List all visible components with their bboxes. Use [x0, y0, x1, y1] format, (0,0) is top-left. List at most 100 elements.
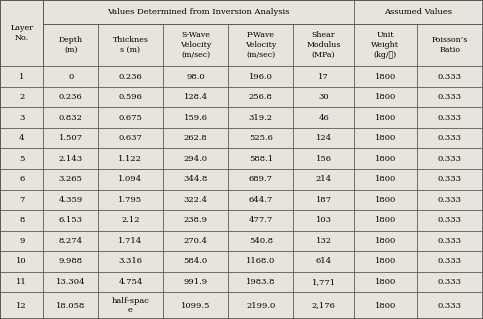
Bar — [416, 148, 483, 169]
Bar — [293, 24, 354, 66]
Bar — [416, 251, 483, 271]
Bar — [228, 169, 293, 189]
Bar — [0, 0, 43, 66]
Text: 1.714: 1.714 — [118, 237, 142, 245]
Bar — [43, 0, 354, 24]
Text: 1: 1 — [19, 73, 25, 81]
Text: 7: 7 — [19, 196, 25, 204]
Bar — [416, 292, 483, 319]
Bar — [293, 231, 354, 251]
Text: P-Wave
Velocity
(m/sec): P-Wave Velocity (m/sec) — [245, 31, 276, 59]
Bar — [354, 108, 416, 128]
Text: 1.094: 1.094 — [118, 175, 142, 183]
Text: 12: 12 — [16, 301, 27, 309]
Text: 2.12: 2.12 — [121, 216, 140, 224]
Bar — [228, 231, 293, 251]
Bar — [354, 210, 416, 231]
Bar — [228, 24, 293, 66]
Text: S-Wave
Velocity
(m/sec): S-Wave Velocity (m/sec) — [180, 31, 211, 59]
Text: 11: 11 — [16, 278, 27, 286]
Text: 1800: 1800 — [375, 73, 396, 81]
Bar — [98, 292, 163, 319]
Text: 0.333: 0.333 — [438, 237, 462, 245]
Bar — [0, 271, 43, 292]
Bar — [0, 87, 43, 108]
Bar — [43, 108, 98, 128]
Text: 0: 0 — [68, 73, 73, 81]
Text: 159.6: 159.6 — [184, 114, 208, 122]
Bar — [163, 24, 228, 66]
Bar — [293, 251, 354, 271]
Bar — [163, 169, 228, 189]
Text: 0.832: 0.832 — [59, 114, 83, 122]
Bar — [0, 251, 43, 271]
Text: 1800: 1800 — [375, 301, 396, 309]
Bar — [228, 210, 293, 231]
Bar — [354, 271, 416, 292]
Text: 128.4: 128.4 — [184, 93, 208, 101]
Text: 1099.5: 1099.5 — [181, 301, 210, 309]
Bar — [0, 108, 43, 128]
Text: 1,771: 1,771 — [312, 278, 336, 286]
Bar — [354, 0, 483, 24]
Bar — [43, 148, 98, 169]
Text: 1800: 1800 — [375, 134, 396, 142]
Bar — [293, 271, 354, 292]
Bar — [416, 271, 483, 292]
Bar — [98, 210, 163, 231]
Text: 0.333: 0.333 — [438, 155, 462, 163]
Text: 2199.0: 2199.0 — [246, 301, 275, 309]
Bar — [98, 87, 163, 108]
Text: 991.9: 991.9 — [184, 278, 208, 286]
Bar — [163, 128, 228, 148]
Text: 1800: 1800 — [375, 237, 396, 245]
Bar — [43, 251, 98, 271]
Text: 1800: 1800 — [375, 175, 396, 183]
Text: 322.4: 322.4 — [184, 196, 208, 204]
Bar — [293, 148, 354, 169]
Text: 46: 46 — [318, 114, 329, 122]
Bar — [98, 169, 163, 189]
Bar — [416, 189, 483, 210]
Text: 18.058: 18.058 — [56, 301, 85, 309]
Text: Unit
Weight
(kg/㎡): Unit Weight (kg/㎡) — [371, 31, 399, 59]
Text: 0.333: 0.333 — [438, 278, 462, 286]
Bar — [416, 66, 483, 87]
Bar — [354, 189, 416, 210]
Text: 13.304: 13.304 — [56, 278, 85, 286]
Text: 319.2: 319.2 — [249, 114, 273, 122]
Text: 0.596: 0.596 — [118, 93, 142, 101]
Text: 3.265: 3.265 — [59, 175, 83, 183]
Text: 8: 8 — [19, 216, 25, 224]
Bar — [354, 251, 416, 271]
Bar — [293, 189, 354, 210]
Text: 0.637: 0.637 — [118, 134, 142, 142]
Text: 262.8: 262.8 — [184, 134, 208, 142]
Text: 0.333: 0.333 — [438, 257, 462, 265]
Text: 270.4: 270.4 — [184, 237, 208, 245]
Bar — [43, 231, 98, 251]
Bar — [163, 231, 228, 251]
Text: 1.795: 1.795 — [118, 196, 142, 204]
Text: 156: 156 — [315, 155, 332, 163]
Bar — [163, 148, 228, 169]
Text: 1800: 1800 — [375, 114, 396, 122]
Bar — [163, 66, 228, 87]
Text: 0.236: 0.236 — [59, 93, 83, 101]
Text: 1800: 1800 — [375, 93, 396, 101]
Bar — [354, 87, 416, 108]
Text: 689.7: 689.7 — [249, 175, 273, 183]
Text: 4.754: 4.754 — [118, 278, 142, 286]
Text: 0.333: 0.333 — [438, 73, 462, 81]
Text: 10: 10 — [16, 257, 27, 265]
Bar — [416, 128, 483, 148]
Bar — [163, 108, 228, 128]
Text: 1800: 1800 — [375, 155, 396, 163]
Text: 124: 124 — [315, 134, 332, 142]
Text: 1.507: 1.507 — [58, 134, 83, 142]
Bar — [0, 66, 43, 87]
Text: 103: 103 — [315, 216, 332, 224]
Text: 132: 132 — [315, 237, 332, 245]
Bar — [293, 210, 354, 231]
Text: 187: 187 — [315, 196, 332, 204]
